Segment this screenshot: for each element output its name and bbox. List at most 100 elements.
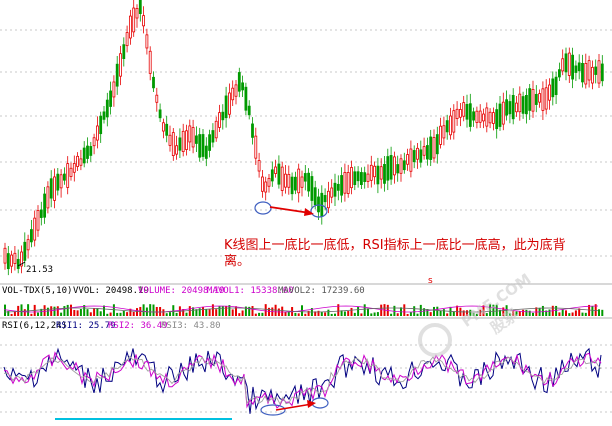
volume-bar (502, 307, 505, 316)
volume-bar (119, 312, 122, 316)
candle-body (600, 63, 604, 82)
candle-body (63, 173, 66, 181)
annotation-line-2: 离。 (224, 253, 250, 269)
volume-bar (591, 306, 594, 316)
volume-bar (198, 308, 201, 316)
volume-bar (568, 313, 571, 316)
candle-body (39, 209, 43, 218)
volume-bar (489, 304, 492, 316)
rsi1-value: RSI1: 25.79 (56, 321, 116, 331)
candle-body (280, 166, 284, 191)
volume-bar (495, 304, 498, 316)
mavol2-line (3, 307, 599, 313)
price-grid (0, 29, 612, 257)
candle-body (462, 102, 466, 117)
candle-body (326, 190, 330, 209)
candle-body (330, 187, 334, 198)
candle-body (270, 169, 274, 182)
candle-body (419, 149, 423, 163)
volume-bar (13, 311, 16, 316)
candle-body (389, 155, 393, 180)
candle-body (158, 109, 162, 119)
volume-bar (79, 308, 82, 316)
candle-body (29, 229, 33, 243)
rsi2-value: RSI2: 36.49 (108, 321, 168, 331)
mavol1-value: MAVOL1: 15338.00 (207, 286, 294, 296)
candle-body (251, 123, 254, 138)
volume-bar (456, 305, 459, 316)
volume-bar (284, 312, 287, 316)
volume-indicator-name: VOL-TDX(5,10) (2, 286, 72, 296)
candle-body (416, 147, 419, 160)
volume-bar (367, 308, 369, 316)
candle-body (574, 65, 578, 73)
volume-bar (350, 307, 353, 316)
volume-bar (452, 311, 455, 316)
price-divergence-arrow (269, 206, 311, 214)
candle-body (591, 66, 594, 84)
volume-bar (436, 306, 439, 316)
rsi-divergence-arrow (275, 403, 313, 411)
rsi-grid (0, 344, 612, 413)
volume-bar (541, 305, 544, 316)
candle-body (290, 176, 294, 195)
candle-body (82, 147, 86, 164)
volume-bar (419, 304, 422, 316)
candle-body (505, 99, 509, 116)
volume-bar (396, 313, 399, 316)
x-marker-label: s (428, 276, 433, 286)
candle-body (69, 167, 73, 177)
candle-body (511, 95, 515, 120)
candle-body (16, 258, 20, 269)
volume-bar (442, 309, 445, 316)
candle-body (13, 252, 17, 264)
candle-body (43, 193, 46, 218)
candle-body (260, 176, 264, 192)
candle-body (508, 101, 512, 115)
candle-body (46, 186, 50, 209)
watermark-logo (418, 323, 452, 357)
volume-bar (482, 305, 485, 316)
volume-bar (188, 306, 191, 316)
candle-body (155, 94, 159, 103)
candle-body (551, 78, 555, 98)
volume-bar (149, 304, 152, 316)
candle-body (392, 156, 396, 176)
candle-body (356, 171, 360, 182)
candle-body (161, 122, 165, 132)
candle-body (429, 136, 433, 160)
volume-bar (258, 312, 261, 316)
volume-header: VOL-TDX(5,10) VVOL: 20498.19 VOLUME: 204… (2, 286, 365, 296)
volume-bar (343, 311, 346, 316)
volume-bar (103, 305, 105, 316)
volume-bar (307, 310, 310, 316)
candle-body (59, 174, 63, 189)
volume-bar (548, 309, 551, 316)
candle-body (293, 176, 297, 191)
volume-bar (96, 308, 99, 316)
volume-bar (172, 305, 175, 316)
volume-bar (228, 305, 231, 316)
candle-body (399, 158, 403, 174)
candle-body (264, 181, 268, 193)
volume-bar (512, 310, 515, 316)
volume-bar (327, 309, 330, 316)
volume-bar (446, 313, 449, 316)
candle-body (478, 110, 482, 123)
volume-bar (218, 306, 221, 316)
candle-body (548, 84, 551, 101)
rsi-arrow-head (307, 400, 316, 408)
candle-body (231, 87, 235, 101)
volume-bar (251, 306, 254, 316)
candle-body (422, 146, 426, 156)
rsi-indicator-name: RSI(6,12,24) (2, 321, 67, 331)
volume-bar (340, 310, 343, 316)
volume-bar (109, 312, 112, 316)
candle-body (211, 130, 215, 143)
candle-body (6, 253, 10, 270)
volume-bar (66, 304, 69, 316)
candle-body (201, 134, 205, 157)
volume-bar (409, 312, 412, 316)
volume-bar (416, 313, 419, 316)
candle-body (132, 7, 136, 33)
